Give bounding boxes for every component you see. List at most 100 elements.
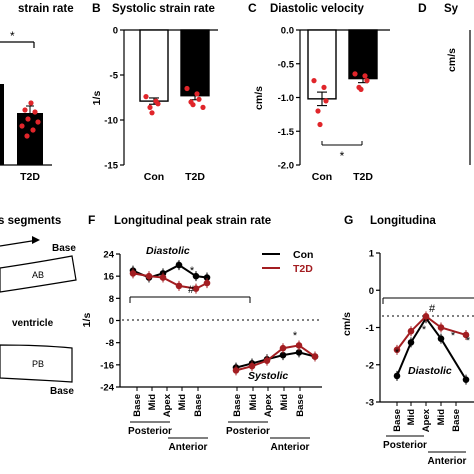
panel-c-title: Diastolic velocity [270,3,365,15]
marker-con [175,261,183,269]
x-tick-label: Mid [436,409,447,426]
data-point [147,104,153,110]
sig-star-4: * [466,335,471,347]
marker-t2d [422,313,430,320]
marker-t2d [393,346,401,354]
x-tick-label: Mid [279,394,290,411]
y-ticks: 1 0 -1 -2 -3 [366,249,380,409]
data-point [321,84,327,90]
panel-f-title: Longitudinal peak strain rate [114,215,271,227]
label-base-top: Base [52,243,76,254]
y-tick-label: 0 [369,286,374,297]
marker-t2d [159,274,167,281]
y-tick-label: 1 [369,249,375,260]
y-ticks: 0.0 -0.5 -1.0 -1.5 -2.0 [278,26,300,172]
y-tick-label: -2 [366,360,374,371]
y-tick-label: -16 [100,360,114,371]
marker-t2d [263,357,271,364]
x-tick-label: Mid [248,394,259,411]
bar-con-cropped [0,84,4,165]
y-tick-label: -1.0 [278,93,294,104]
y-tick-label: -8 [106,338,114,349]
y-tick-label: 16 [103,272,114,283]
annotation-systolic: Systolic [248,370,288,382]
x-tick-label: Apex [263,393,274,417]
marker-con [192,272,200,280]
segment-ab [0,255,77,293]
data-point [155,101,161,107]
bar-t2d [348,29,378,80]
bars [307,29,378,128]
data-point [352,71,358,77]
data-point [358,86,364,92]
panel-g-title: Longitudina [370,215,436,227]
group-label: Posterior [128,426,172,437]
x-tick-label: Apex [421,408,432,432]
label-ab: AB [32,270,44,280]
y-tick-label: -5 [110,71,119,82]
marker-t2d [279,344,287,352]
dots-t2d [19,100,41,139]
panel-d-title: Sy [444,3,459,15]
y-tick-label: 8 [109,294,114,305]
sig-star: * [10,29,15,43]
annotation-diastolic: Diastolic [146,245,190,257]
marker-con [279,351,287,359]
x-tick-labels: Base Mid Apex Mid Base [392,402,462,432]
marker-t2d [192,285,200,292]
data-point [364,78,370,84]
label-ventricle: ventricle [12,318,54,329]
x-tick-label: Mid [177,394,188,411]
bar-t2d [180,29,210,97]
x-tick-label: Base [232,394,243,417]
data-point [184,85,190,92]
panel-c: C Diastolic velocity 0.0 -0.5 -1.0 -1.5 -2.0… [248,1,390,183]
x-tick-label: Base [295,394,306,417]
y-tick-label: -15 [104,161,118,172]
data-point [317,121,323,128]
arrow-head-icon [32,236,40,244]
sig-star-1: * [176,260,181,272]
label-base-bottom: Base [50,386,74,397]
marker-t2d [203,279,211,287]
panel-b-title: Systolic strain rate [112,3,215,15]
plot-lines [129,260,319,376]
x-tick-label: Mid [147,394,158,411]
group-label: Posterior [383,440,427,451]
y-tick-label: 0 [113,26,118,37]
x-tick-label: Mid [406,409,417,426]
bars [139,29,210,116]
sig-star-3: * [293,330,298,342]
y-tick-label: -0.5 [278,59,295,70]
category-con: Con [144,171,164,183]
sig-star-3: * [451,330,456,342]
data-point [143,94,149,100]
y-tick-label: -24 [100,383,114,394]
panel-d-letter: D [418,1,427,15]
panel-a: strain rate * T2D [0,3,74,183]
legend-label-t2d: T2D [293,263,313,275]
marker-con [295,349,303,356]
marker-con [407,339,415,346]
sig-star-1: * [395,347,400,359]
marker-t2d [295,342,303,349]
y-axis-label: 1/s [81,313,93,328]
y-tick-label: 24 [103,250,114,261]
marker-t2d [175,282,183,290]
marker-con [393,372,401,380]
sig-star-2: * [422,324,427,336]
y-tick-label: -1 [366,323,375,334]
x-tick-label: Base [193,394,204,417]
marker-t2d [232,367,240,374]
x-tick-label: Apex [162,393,173,417]
data-point [311,78,317,84]
y-ticks: 0 -5 -10 -15 [104,26,124,172]
panel-b: B Systolic strain rate 0 -5 -10 -15 1/s Con… [91,1,218,183]
y-axis-label: cm/s [341,312,353,336]
segment-pb [0,344,73,383]
marker-t2d [248,362,256,370]
group-label-t2d: T2D [20,171,40,183]
legend-label-con: Con [293,249,313,261]
x-tick-label: Base [392,409,403,432]
